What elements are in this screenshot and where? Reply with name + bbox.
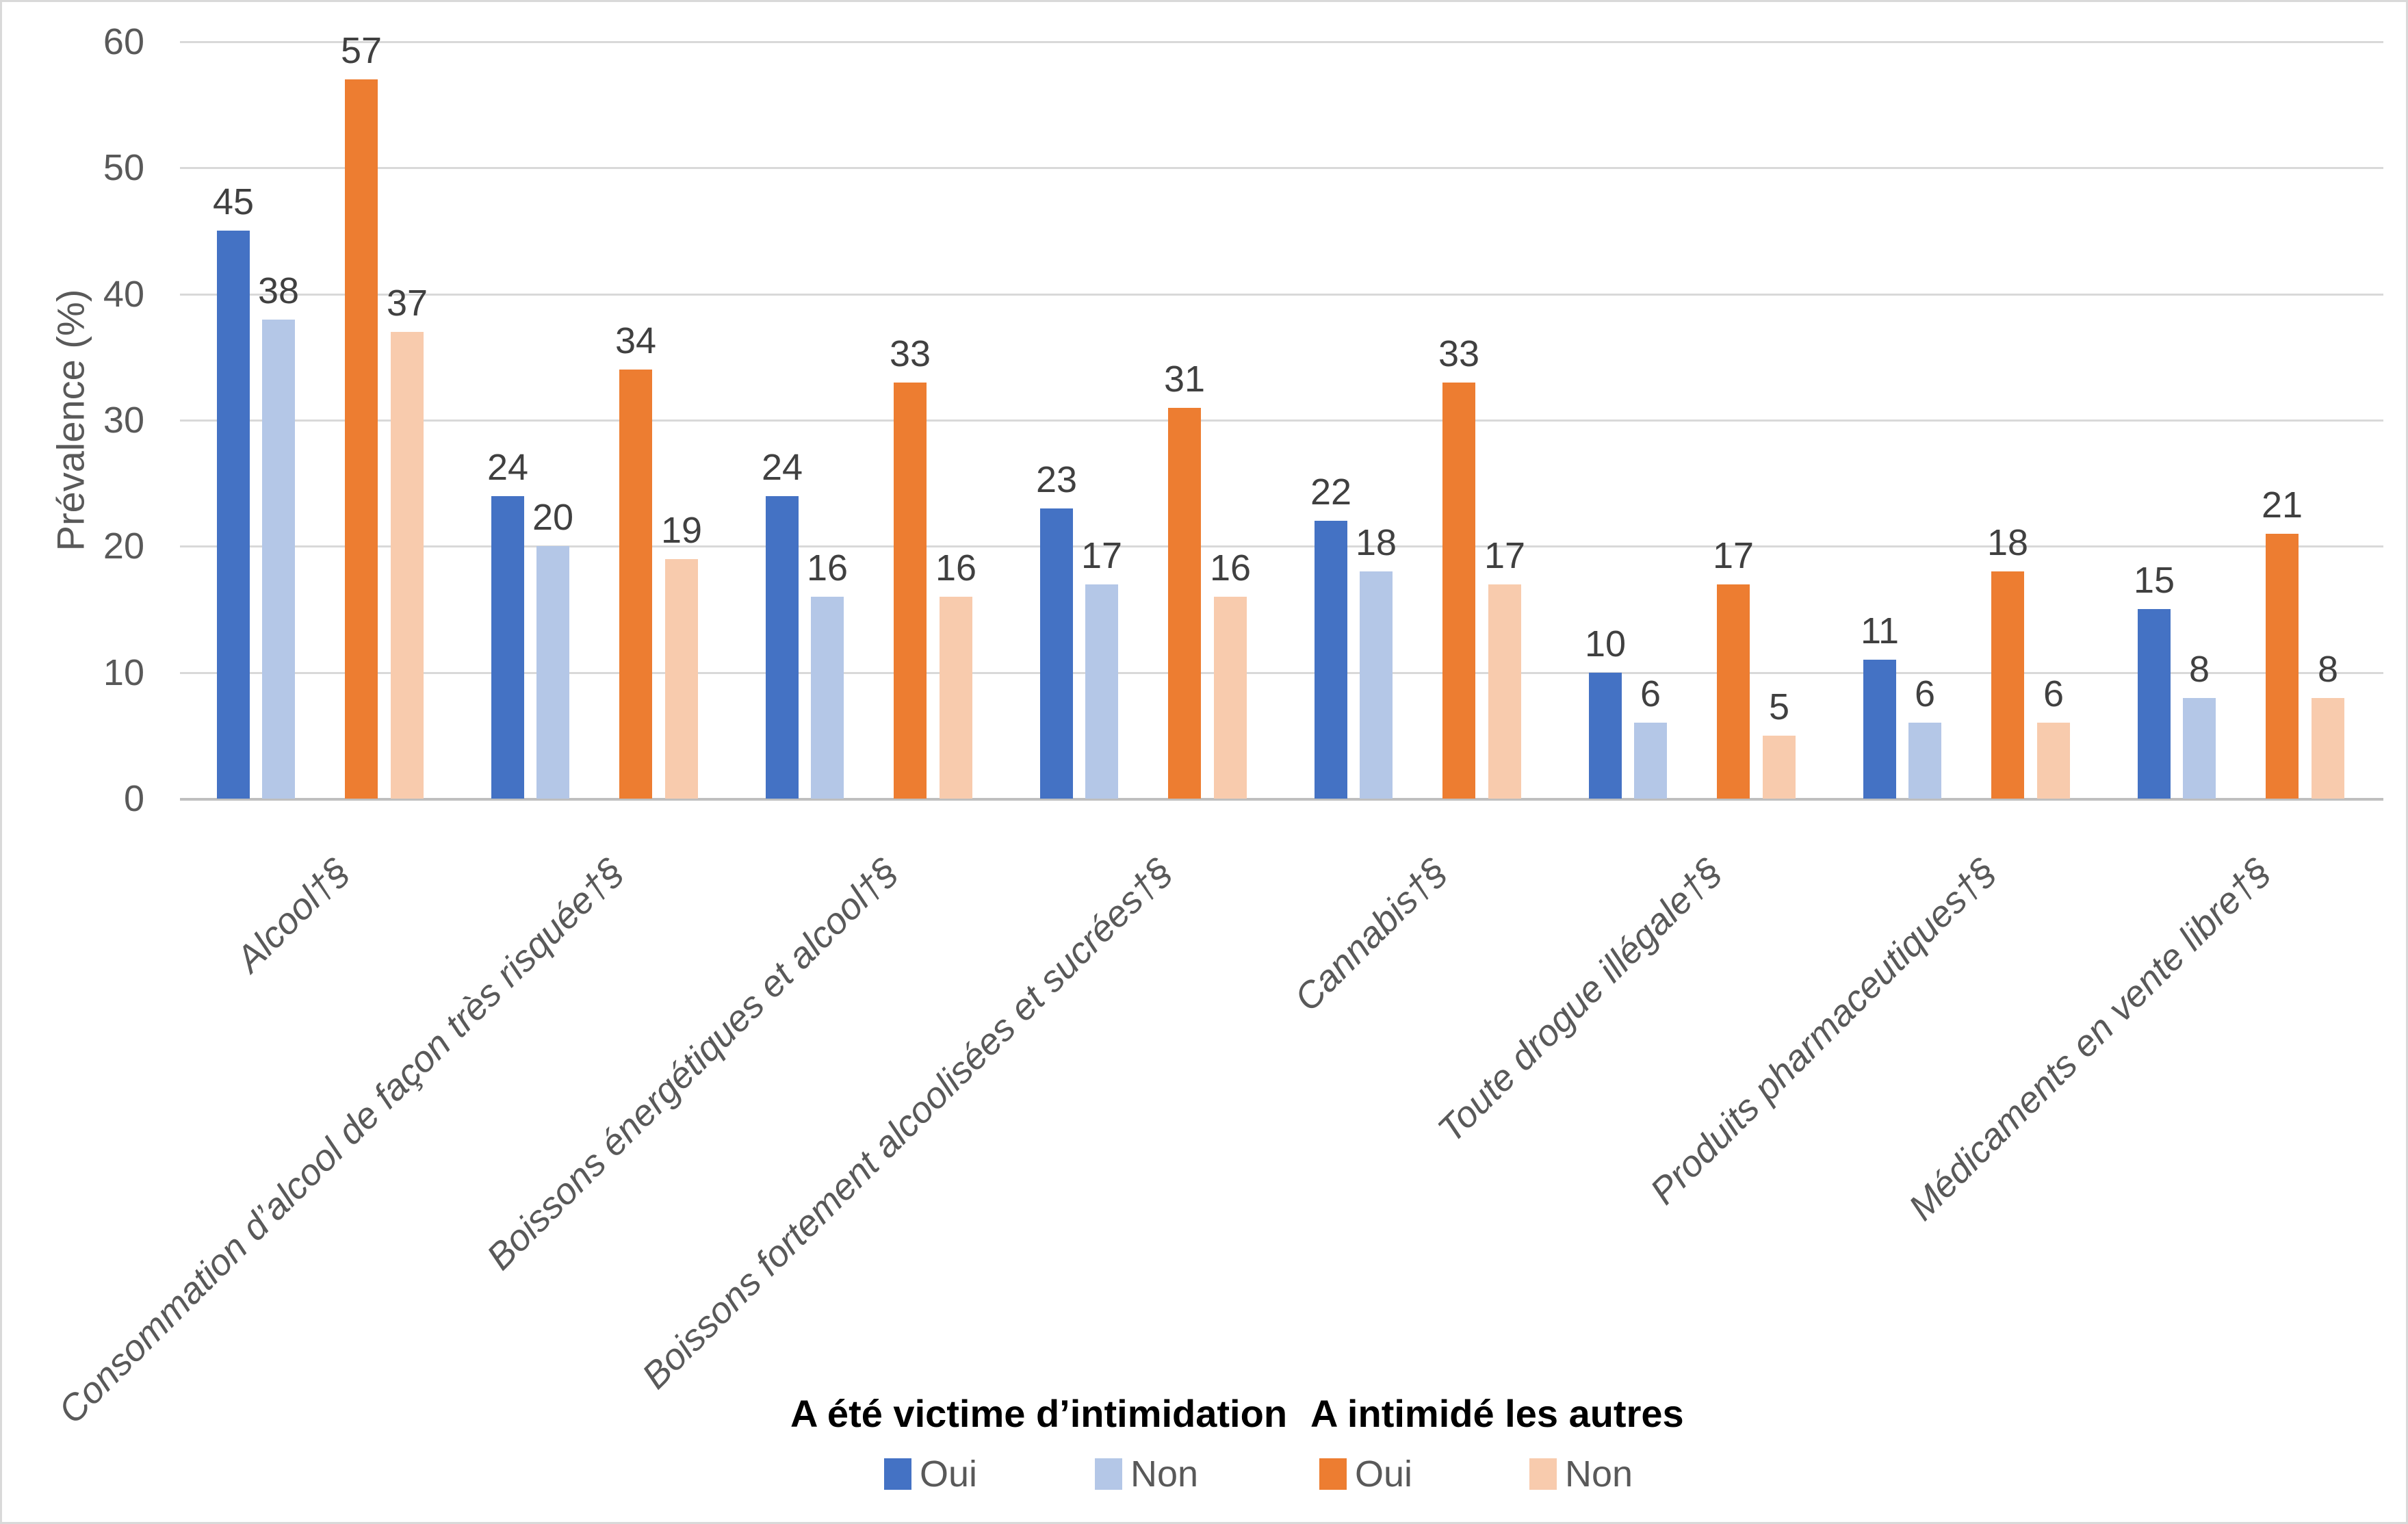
- bar-oui-series2-cat3: [1168, 408, 1201, 799]
- y-tick-label-40: 40: [103, 273, 144, 315]
- bar-oui-series0-cat2: [766, 496, 799, 799]
- value-label-series0-cat2: 24: [761, 447, 803, 488]
- plot-area: 45 38 57 37 24 20 34 19 24 16 33 16 23 17 31 16 22 18 33 17…: [180, 31, 2383, 801]
- category-label-3: Boissons fortement alcoolisées et sucrée…: [634, 851, 1181, 1397]
- legend-swatch-icon: [1529, 1458, 1557, 1490]
- value-label-series1-cat2: 16: [806, 547, 849, 589]
- value-label-series0-cat3: 23: [1035, 459, 1078, 500]
- value-label-series1-cat5: 6: [1640, 673, 1661, 714]
- legend-group-title-victime: A été victime d’intimidation: [790, 1392, 1288, 1435]
- legend-item-label: Oui: [1355, 1454, 1413, 1495]
- category-label-4: Cannabis†§: [1286, 851, 1455, 1020]
- legend-swatch-icon: [884, 1458, 911, 1490]
- bar-oui-series2-cat6: [1991, 571, 2024, 799]
- legend-swatch-icon: [1095, 1458, 1122, 1490]
- gridline-60: [180, 41, 2383, 43]
- value-label-series0-cat6: 11: [1860, 610, 1900, 651]
- bar-oui-series2-cat7: [2266, 534, 2299, 799]
- value-label-series2-cat7: 21: [2261, 485, 2303, 526]
- value-label-series1-cat6: 6: [1914, 673, 1936, 714]
- category-label-1: Consommation d’alcool de façon très risq…: [51, 851, 632, 1432]
- bar-non-series3-cat4: [1488, 584, 1521, 799]
- bar-non-series1-cat7: [2183, 698, 2216, 799]
- value-label-series3-cat4: 17: [1484, 535, 1526, 576]
- bar-non-series1-cat0: [262, 320, 295, 799]
- y-tick-label-60: 60: [103, 21, 144, 62]
- value-label-series2-cat4: 33: [1438, 333, 1480, 374]
- gridline-50: [180, 167, 2383, 170]
- bar-non-series1-cat2: [811, 597, 844, 799]
- value-label-series3-cat3: 16: [1209, 547, 1252, 589]
- value-label-series1-cat0: 38: [257, 270, 300, 311]
- bar-non-series1-cat6: [1908, 723, 1941, 799]
- value-label-series0-cat0: 45: [212, 181, 255, 222]
- legend-item-label: Oui: [920, 1454, 978, 1495]
- legend-item-label: Non: [1130, 1454, 1199, 1495]
- gridline-30: [180, 419, 2383, 422]
- value-label-series0-cat7: 15: [2133, 560, 2175, 601]
- legend-item-group1-non: Non: [1529, 1456, 1633, 1493]
- y-tick-label-30: 30: [103, 400, 144, 441]
- value-label-series3-cat1: 19: [660, 510, 703, 551]
- bar-non-series1-cat5: [1634, 723, 1667, 799]
- bar-non-series1-cat3: [1085, 584, 1118, 799]
- value-label-series0-cat5: 10: [1584, 623, 1627, 664]
- gridline-20: [180, 545, 2383, 548]
- value-label-series3-cat2: 16: [935, 547, 977, 589]
- value-label-series1-cat4: 18: [1355, 522, 1397, 563]
- bar-oui-series0-cat0: [217, 231, 250, 799]
- bar-oui-series2-cat5: [1717, 584, 1750, 799]
- value-label-series3-cat5: 5: [1768, 686, 1790, 727]
- legend-item-group0-non: Non: [1095, 1456, 1198, 1493]
- bar-non-series3-cat5: [1763, 736, 1796, 799]
- bar-oui-series0-cat1: [491, 496, 524, 799]
- y-tick-label-0: 0: [123, 778, 144, 819]
- value-label-series3-cat6: 6: [2043, 673, 2064, 714]
- y-tick-label-20: 20: [103, 526, 144, 567]
- bar-non-series1-cat1: [536, 546, 569, 799]
- category-label-5: Toute drogue illégale†§: [1429, 851, 1730, 1151]
- value-label-series1-cat7: 8: [2188, 649, 2210, 690]
- value-label-series3-cat0: 37: [386, 283, 428, 324]
- value-label-series2-cat2: 33: [889, 333, 931, 374]
- bar-oui-series0-cat7: [2138, 609, 2171, 799]
- bar-oui-series0-cat5: [1589, 673, 1622, 799]
- value-label-series2-cat5: 17: [1712, 535, 1755, 576]
- legend-swatch-icon: [1319, 1458, 1347, 1490]
- bar-oui-series2-cat4: [1442, 383, 1475, 799]
- bar-non-series3-cat1: [665, 559, 698, 799]
- bar-oui-series2-cat0: [345, 79, 378, 799]
- bar-oui-series2-cat1: [619, 370, 652, 799]
- legend-item-group1-oui: Oui: [1319, 1456, 1412, 1493]
- value-label-series1-cat3: 17: [1080, 535, 1123, 576]
- category-label-0: Alcool†§: [228, 851, 358, 980]
- value-label-series2-cat0: 57: [340, 30, 383, 71]
- value-label-series2-cat6: 18: [1986, 522, 2029, 563]
- bar-oui-series2-cat2: [894, 383, 927, 799]
- legend-item-label: Non: [1565, 1454, 1633, 1495]
- bar-non-series3-cat0: [391, 332, 424, 799]
- gridline-10: [180, 671, 2383, 674]
- y-tick-label-10: 10: [103, 651, 144, 693]
- bar-non-series3-cat6: [2037, 723, 2070, 799]
- bar-non-series1-cat4: [1360, 571, 1393, 799]
- legend-group-title-intimide: A intimidé les autres: [1310, 1392, 1684, 1435]
- value-label-series1-cat1: 20: [532, 497, 574, 538]
- bar-oui-series0-cat6: [1863, 660, 1896, 799]
- gridline-40: [180, 293, 2383, 296]
- value-label-series0-cat1: 24: [487, 447, 529, 488]
- value-label-series2-cat1: 34: [614, 320, 657, 361]
- value-label-series3-cat7: 8: [2317, 649, 2339, 690]
- value-label-series2-cat3: 31: [1163, 359, 1206, 400]
- legend-item-group0-oui: Oui: [884, 1456, 977, 1493]
- value-label-series0-cat4: 22: [1310, 472, 1352, 513]
- bar-oui-series0-cat4: [1315, 521, 1347, 799]
- y-tick-label-50: 50: [103, 147, 144, 189]
- x-axis-line: [180, 798, 2383, 801]
- bar-non-series3-cat7: [2312, 698, 2344, 799]
- bar-non-series3-cat3: [1214, 597, 1247, 799]
- bar-non-series3-cat2: [940, 597, 972, 799]
- bar-oui-series0-cat3: [1040, 508, 1073, 799]
